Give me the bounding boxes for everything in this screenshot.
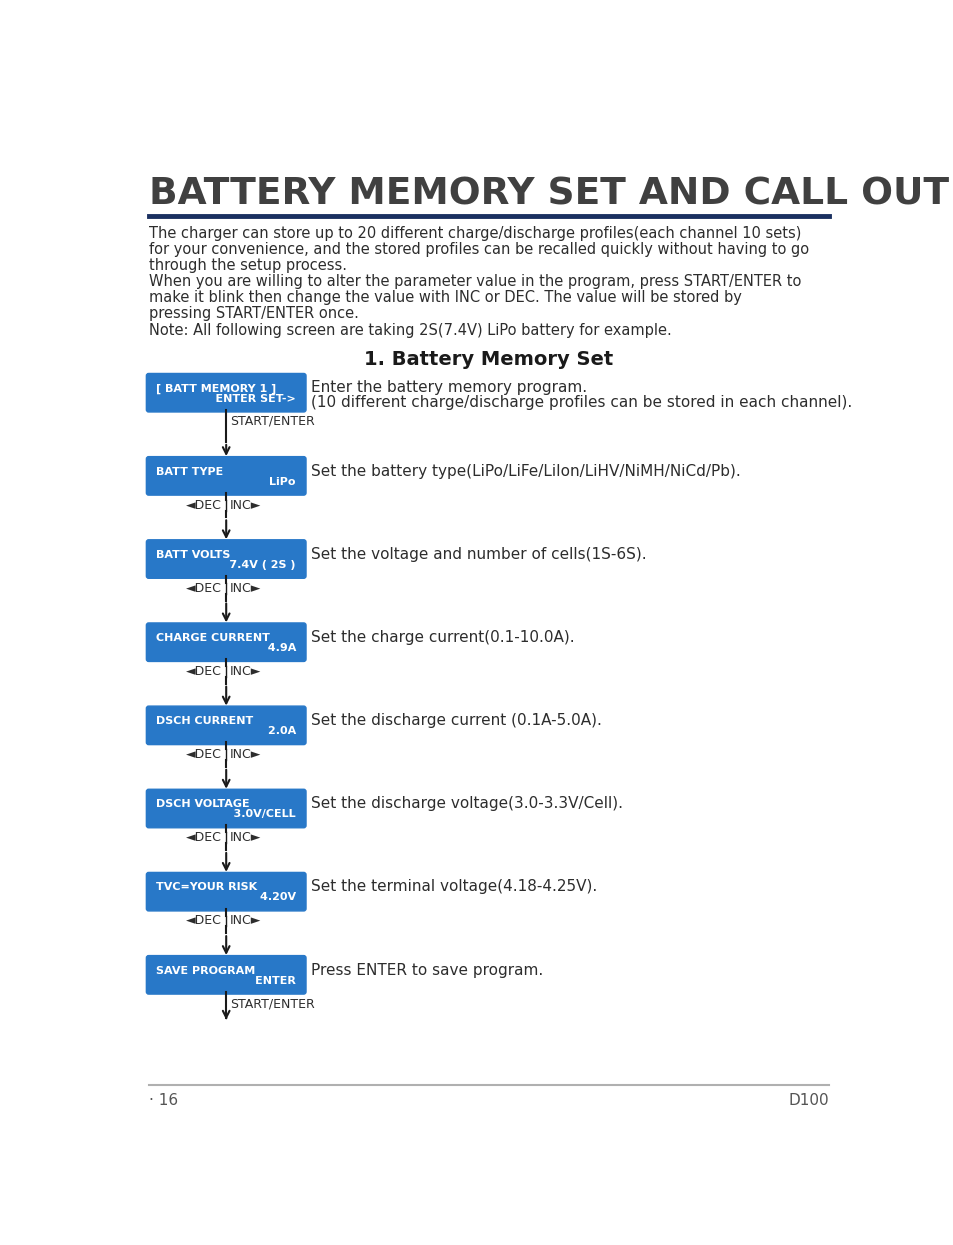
Text: ◄DEC: ◄DEC [186, 499, 222, 512]
Text: START/ENTER: START/ENTER [230, 415, 314, 427]
Text: INC►: INC► [230, 748, 261, 761]
FancyBboxPatch shape [146, 374, 306, 412]
FancyBboxPatch shape [146, 873, 306, 911]
Text: pressing START/ENTER once.: pressing START/ENTER once. [149, 306, 358, 321]
Text: ◄DEC: ◄DEC [186, 748, 222, 761]
Text: When you are willing to alter the parameter value in the program, press START/EN: When you are willing to alter the parame… [149, 274, 801, 289]
Text: Press ENTER to save program.: Press ENTER to save program. [311, 962, 543, 977]
Text: INC►: INC► [230, 581, 261, 595]
Text: 3.0V/CELL: 3.0V/CELL [222, 809, 295, 819]
Text: · 16: · 16 [149, 1093, 177, 1108]
Text: ◄DEC: ◄DEC [186, 914, 222, 928]
Text: INC►: INC► [230, 832, 261, 844]
Text: (10 different charge/discharge profiles can be stored in each channel).: (10 different charge/discharge profiles … [311, 395, 852, 410]
Text: The charger can store up to 20 different charge/discharge profiles(each channel : The charger can store up to 20 different… [149, 225, 801, 240]
Text: ENTER: ENTER [228, 976, 295, 986]
FancyBboxPatch shape [146, 622, 306, 661]
Text: 4.9A: 4.9A [229, 642, 295, 652]
Text: Set the voltage and number of cells(1S-6S).: Set the voltage and number of cells(1S-6… [311, 547, 646, 561]
Text: START/ENTER: START/ENTER [230, 998, 314, 1011]
Text: [ BATT MEMORY 1 ]: [ BATT MEMORY 1 ] [156, 383, 276, 393]
Text: through the setup process.: through the setup process. [149, 258, 346, 273]
Text: SAVE PROGRAM: SAVE PROGRAM [156, 966, 255, 976]
Text: BATT VOLTS: BATT VOLTS [156, 550, 231, 560]
Text: Set the battery type(LiPo/LiFe/LiIon/LiHV/NiMH/NiCd/Pb).: Set the battery type(LiPo/LiFe/LiIon/LiH… [311, 463, 740, 478]
Text: 2.0A: 2.0A [236, 726, 295, 736]
Text: D100: D100 [788, 1093, 828, 1108]
Text: CHARGE CURRENT: CHARGE CURRENT [156, 632, 270, 642]
Text: INC►: INC► [230, 665, 261, 679]
Text: Set the terminal voltage(4.18-4.25V).: Set the terminal voltage(4.18-4.25V). [311, 879, 598, 894]
Text: Set the charge current(0.1-10.0A).: Set the charge current(0.1-10.0A). [311, 630, 575, 645]
Text: ENTER SET->: ENTER SET-> [200, 393, 295, 403]
Text: 4.20V: 4.20V [229, 893, 295, 903]
Text: ◄DEC: ◄DEC [186, 665, 222, 679]
FancyBboxPatch shape [146, 457, 306, 496]
Text: INC►: INC► [230, 914, 261, 928]
FancyBboxPatch shape [146, 706, 306, 745]
Text: for your convenience, and the stored profiles can be recalled quickly without ha: for your convenience, and the stored pro… [149, 242, 808, 256]
Text: Set the discharge current (0.1A-5.0A).: Set the discharge current (0.1A-5.0A). [311, 713, 601, 728]
Text: DSCH VOLTAGE: DSCH VOLTAGE [156, 799, 250, 809]
Text: LiPo: LiPo [269, 477, 295, 487]
Text: ◄DEC: ◄DEC [186, 832, 222, 844]
Text: 1. Battery Memory Set: 1. Battery Memory Set [364, 350, 613, 369]
Text: INC►: INC► [230, 499, 261, 512]
Text: TVC=YOUR RISK: TVC=YOUR RISK [156, 883, 257, 893]
Text: Set the discharge voltage(3.0-3.3V/Cell).: Set the discharge voltage(3.0-3.3V/Cell)… [311, 797, 623, 812]
Text: make it blink then change the value with INC or DEC. The value will be stored by: make it blink then change the value with… [149, 290, 740, 305]
Text: BATT TYPE: BATT TYPE [156, 467, 223, 477]
Text: Enter the battery memory program.: Enter the battery memory program. [311, 381, 587, 396]
FancyBboxPatch shape [146, 956, 306, 994]
FancyBboxPatch shape [146, 540, 306, 578]
Text: DSCH CURRENT: DSCH CURRENT [156, 716, 253, 726]
Text: 7.4V ( 2S ): 7.4V ( 2S ) [211, 560, 295, 570]
Text: Note: All following screen are taking 2S(7.4V) LiPo battery for example.: Note: All following screen are taking 2S… [149, 322, 671, 337]
Text: ◄DEC: ◄DEC [186, 581, 222, 595]
FancyBboxPatch shape [146, 789, 306, 828]
Text: BATTERY MEMORY SET AND CALL OUT: BATTERY MEMORY SET AND CALL OUT [149, 177, 948, 213]
